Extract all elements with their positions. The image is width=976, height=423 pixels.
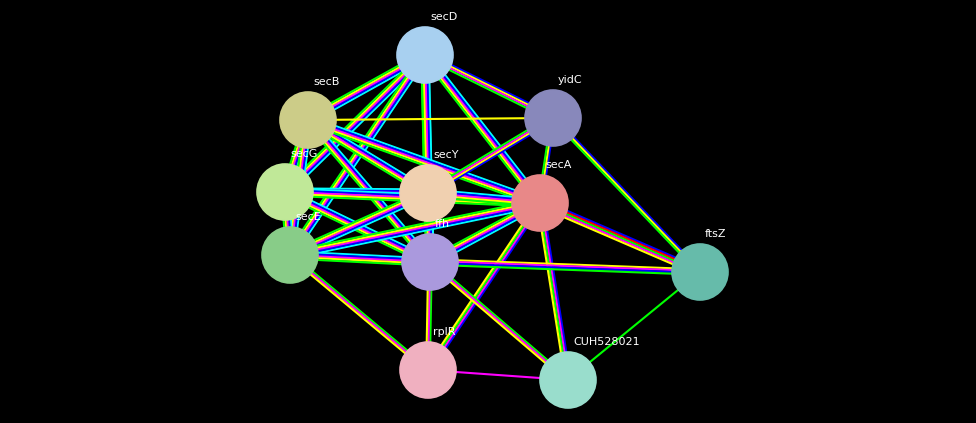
Circle shape: [402, 234, 458, 290]
Text: secE: secE: [295, 212, 321, 222]
Text: secA: secA: [545, 160, 571, 170]
Circle shape: [397, 27, 453, 83]
Circle shape: [262, 227, 318, 283]
Circle shape: [400, 342, 456, 398]
Circle shape: [525, 90, 581, 146]
Circle shape: [280, 92, 336, 148]
Text: secB: secB: [313, 77, 340, 87]
Circle shape: [540, 352, 596, 408]
Circle shape: [672, 244, 728, 300]
Circle shape: [257, 164, 313, 220]
Text: secG: secG: [290, 149, 317, 159]
Text: ffh: ffh: [435, 219, 450, 229]
Circle shape: [512, 175, 568, 231]
Text: secY: secY: [433, 150, 459, 160]
Text: rplR: rplR: [433, 327, 456, 337]
Text: ftsZ: ftsZ: [705, 229, 726, 239]
Text: secD: secD: [430, 12, 457, 22]
Text: yidC: yidC: [558, 75, 583, 85]
Text: CUH528021: CUH528021: [573, 337, 639, 347]
Circle shape: [400, 165, 456, 221]
